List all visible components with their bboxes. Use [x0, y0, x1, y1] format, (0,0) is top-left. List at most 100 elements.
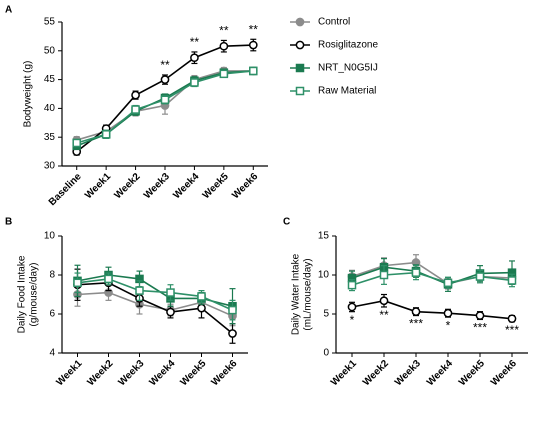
x-tick-label: Week1: [83, 171, 113, 201]
x-tick-label: Baseline: [47, 171, 84, 208]
y-axis-label: (g/mouse/day): [29, 263, 40, 327]
y-axis-label: (mL/mouse/day): [303, 258, 314, 330]
y-tick-label: 10: [44, 231, 56, 242]
y-tick-label: 30: [44, 161, 56, 172]
x-tick-label: Week1: [329, 358, 359, 388]
significance: **: [219, 24, 229, 38]
x-tick-label: Week3: [393, 358, 423, 388]
series: [347, 265, 517, 292]
marker: [166, 288, 175, 297]
marker: [131, 105, 140, 114]
y-tick-label: 45: [44, 74, 56, 85]
significance: **: [249, 22, 259, 36]
marker: [219, 69, 229, 79]
marker: [197, 292, 206, 301]
y-tick-label: 4: [49, 348, 55, 359]
marker: [101, 130, 111, 139]
x-tick-label: Week5: [201, 171, 231, 201]
marker: [249, 66, 258, 76]
marker: [72, 138, 81, 148]
marker: [347, 280, 357, 290]
significance: ***: [473, 321, 487, 335]
marker: [411, 268, 421, 277]
x-tick-label: Week3: [142, 171, 172, 201]
x-tick-label: Week4: [425, 358, 455, 388]
panel-label: A: [5, 5, 12, 16]
marker: [228, 305, 237, 315]
panel-label: B: [5, 217, 12, 228]
y-tick-label: 5: [323, 309, 329, 320]
x-tick-label: Week6: [209, 358, 239, 388]
x-tick-label: Week6: [230, 171, 260, 201]
marker: [411, 307, 421, 317]
y-axis-label: Daily Water Intake: [291, 253, 302, 335]
significance: **: [160, 58, 170, 72]
series-line: [351, 299, 513, 320]
x-tick-label: Week5: [457, 358, 487, 388]
marker: [166, 307, 175, 317]
significance: *: [350, 313, 355, 327]
marker: [190, 53, 199, 63]
marker: [248, 40, 258, 50]
marker: [135, 286, 144, 295]
y-axis-label: Daily Food Intake: [17, 255, 28, 333]
panel-label: C: [283, 217, 290, 228]
y-tick-label: 8: [49, 270, 55, 281]
series: [347, 293, 517, 324]
significance: **: [379, 308, 389, 322]
marker: [347, 302, 357, 312]
significance: **: [190, 35, 200, 49]
series-line: [77, 278, 233, 311]
marker: [507, 314, 517, 324]
marker: [160, 95, 170, 105]
y-tick-label: 50: [44, 45, 56, 56]
marker: [475, 272, 485, 281]
significance: ***: [505, 323, 519, 337]
legend-label: NRT_N0G5IJ: [318, 63, 378, 74]
legend-label: Control: [318, 17, 350, 28]
marker: [379, 296, 389, 306]
marker: [219, 41, 229, 51]
y-tick-label: 6: [49, 309, 55, 320]
x-tick-label: Week2: [361, 358, 391, 388]
marker: [228, 329, 237, 338]
series: [73, 272, 237, 321]
marker: [73, 278, 82, 288]
legend-marker: [295, 63, 305, 73]
marker: [443, 308, 453, 318]
series: [73, 264, 237, 325]
legend-label: Raw Material: [318, 86, 376, 97]
y-tick-label: 35: [44, 132, 56, 143]
x-tick-label: Week4: [147, 358, 177, 388]
marker: [131, 90, 140, 100]
marker: [507, 276, 517, 285]
series-line: [351, 266, 513, 286]
series-line: [351, 271, 513, 286]
legend-marker: [295, 17, 305, 27]
y-axis-label: Bodyweight (g): [23, 61, 34, 128]
y-tick-label: 40: [44, 103, 56, 114]
x-tick-label: Week3: [116, 358, 146, 388]
legend-label: Rosiglitazone: [318, 40, 378, 51]
legend-marker: [295, 40, 305, 50]
series: [72, 66, 258, 148]
marker: [379, 270, 389, 280]
significance: *: [446, 318, 451, 332]
marker: [104, 274, 113, 284]
x-tick-label: Week2: [85, 358, 115, 388]
series-line: [77, 291, 233, 317]
legend-marker: [295, 86, 305, 96]
series: [347, 254, 517, 290]
marker: [443, 278, 453, 288]
marker: [160, 75, 170, 84]
y-tick-label: 10: [318, 270, 330, 281]
x-tick-label: Week6: [489, 358, 519, 388]
series-line: [77, 281, 234, 335]
x-tick-label: Week1: [54, 358, 84, 388]
x-tick-label: Week4: [171, 171, 201, 201]
marker: [190, 78, 199, 87]
series-line: [77, 274, 233, 307]
marker: [475, 311, 485, 320]
marker: [197, 303, 206, 313]
